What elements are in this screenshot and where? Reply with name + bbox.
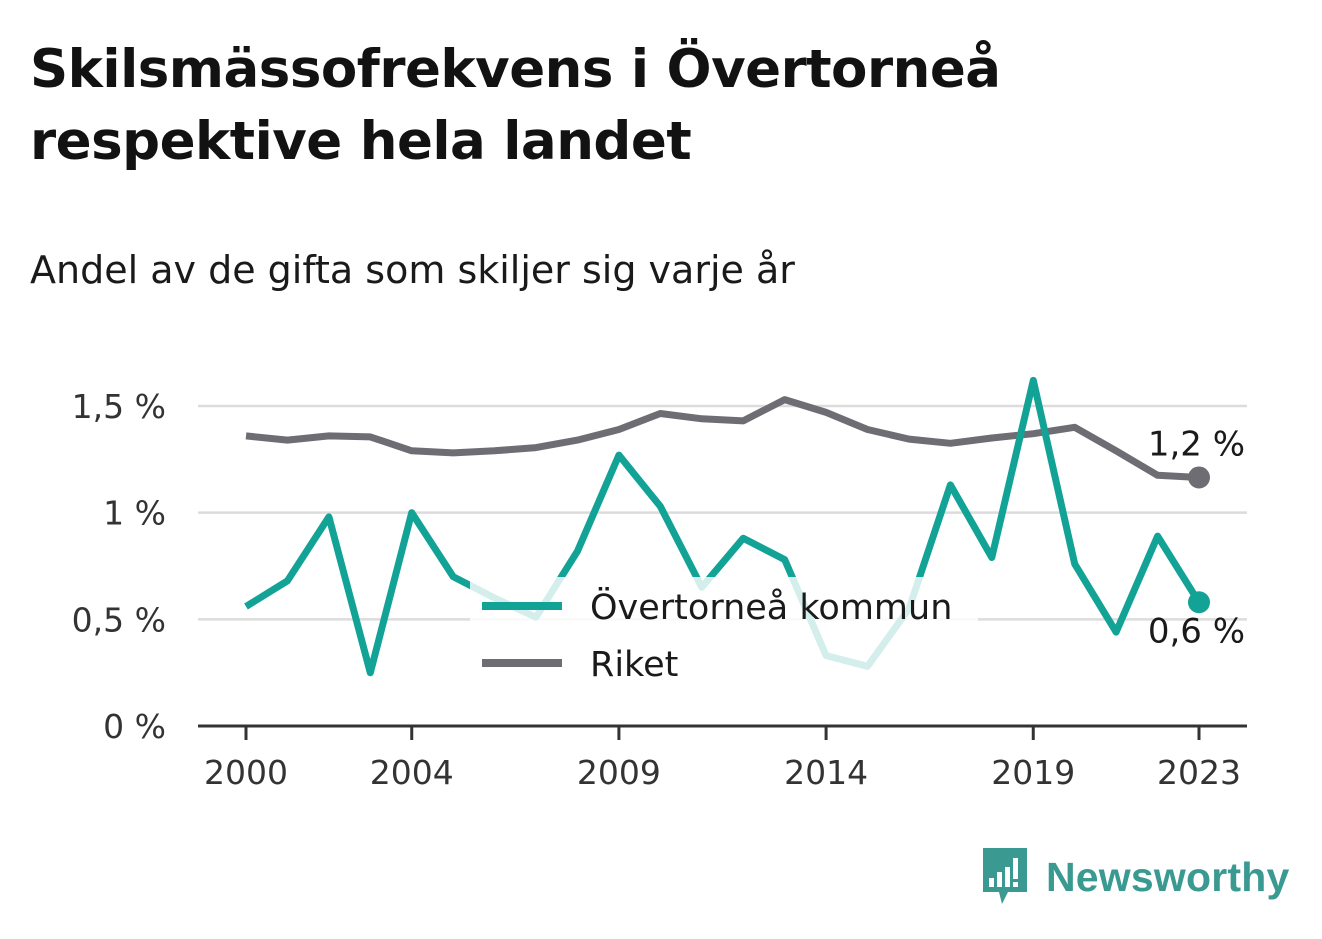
end-label-overtornea: 0,6 % <box>1148 611 1245 651</box>
x-tick-label: 2004 <box>370 753 454 792</box>
data-point-vertorne-kommun <box>369 671 372 674</box>
x-tick-label: 2019 <box>991 753 1075 792</box>
end-marker-riket <box>1188 466 1210 489</box>
data-point-vertorne-kommun <box>659 505 662 508</box>
x-tick-label: 2000 <box>204 753 288 792</box>
x-tick-label: 2023 <box>1157 753 1241 792</box>
legend-background <box>470 577 978 695</box>
data-point-vertorne-kommun <box>452 575 455 578</box>
newsworthy-logo: Newsworthy <box>980 846 1290 908</box>
data-point-vertorne-kommun <box>410 511 413 514</box>
data-point-riket <box>990 437 993 440</box>
data-point-riket <box>286 439 289 442</box>
chart-title: Skilsmässofrekvens i Övertorneå respekti… <box>30 39 1001 172</box>
data-point-vertorne-kommun <box>245 605 248 608</box>
series-layer <box>244 376 1202 677</box>
data-point-vertorne-kommun <box>1115 631 1118 634</box>
data-point-riket <box>783 398 786 401</box>
data-point-vertorne-kommun <box>327 515 330 518</box>
data-point-riket <box>493 449 496 452</box>
data-point-vertorne-kommun <box>286 579 289 582</box>
end-labels: 1,2 % 0,6 % <box>1148 424 1245 651</box>
data-point-riket <box>659 412 662 415</box>
data-point-riket <box>907 438 910 441</box>
data-point-riket <box>327 434 330 437</box>
end-label-riket: 1,2 % <box>1148 424 1245 464</box>
y-tick-label: 0 % <box>103 707 166 746</box>
x-tick-label: 2009 <box>577 753 661 792</box>
series-line-vertorne-kommun <box>244 376 1202 677</box>
y-tick-label: 0,5 % <box>72 600 166 639</box>
data-point-riket <box>535 446 538 449</box>
data-point-riket <box>1032 432 1035 435</box>
data-point-riket <box>700 417 703 420</box>
data-point-riket <box>617 428 620 431</box>
data-point-riket <box>452 451 455 454</box>
data-point-vertorne-kommun <box>576 550 579 553</box>
data-point-riket <box>825 411 828 414</box>
data-point-riket <box>410 449 413 452</box>
data-point-vertorne-kommun <box>949 483 952 486</box>
series-line-riket <box>245 396 1200 481</box>
legend: Övertorneå kommun Riket <box>470 577 978 695</box>
y-axis-tick-labels: 0 % 0,5 % 1 % 1,5 % <box>72 387 166 746</box>
data-point-riket <box>1115 449 1118 452</box>
newsworthy-logo-icon <box>983 848 1027 904</box>
data-point-riket <box>742 419 745 422</box>
data-point-vertorne-kommun <box>1032 379 1035 382</box>
y-tick-label: 1 % <box>103 494 166 533</box>
data-point-riket <box>949 442 952 445</box>
data-point-vertorne-kommun <box>1156 535 1159 538</box>
data-point-vertorne-kommun <box>1073 562 1076 565</box>
data-point-riket <box>1073 426 1076 429</box>
data-point-riket <box>245 434 248 437</box>
data-point-vertorne-kommun <box>742 537 745 540</box>
data-point-riket <box>1156 474 1159 477</box>
data-point-vertorne-kommun <box>990 556 993 559</box>
brand-name: Newsworthy <box>1046 853 1290 900</box>
x-axis-ticks: 2000 2004 2009 2014 2019 2023 <box>204 726 1241 792</box>
x-tick-label: 2014 <box>784 753 868 792</box>
data-point-riket <box>576 439 579 442</box>
end-marker-overtornea <box>1188 591 1210 614</box>
chart-subtitle: Andel av de gifta som skiljer sig varje … <box>30 248 795 292</box>
data-point-riket <box>369 435 372 438</box>
data-point-vertorne-kommun <box>617 454 620 457</box>
y-tick-label: 1,5 % <box>72 387 166 426</box>
legend-label-overtornea: Övertorneå kommun <box>590 586 952 628</box>
data-point-vertorne-kommun <box>783 558 786 561</box>
data-point-riket <box>866 428 869 431</box>
legend-label-riket: Riket <box>590 645 678 685</box>
